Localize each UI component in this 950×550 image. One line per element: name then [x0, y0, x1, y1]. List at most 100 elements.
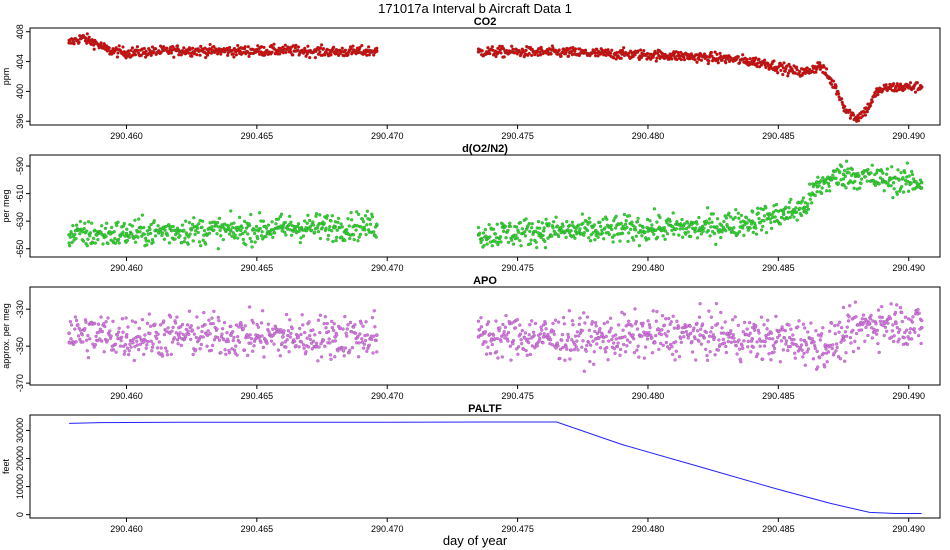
- data-point: [837, 330, 841, 334]
- data-point: [598, 224, 603, 229]
- data-point: [739, 360, 743, 364]
- data-point: [909, 181, 913, 185]
- data-point: [777, 333, 782, 337]
- data-point: [886, 321, 890, 325]
- data-point: [172, 55, 176, 59]
- data-point: [722, 331, 726, 335]
- data-point: [885, 329, 889, 333]
- data-point: [688, 324, 692, 328]
- data-point: [772, 346, 777, 351]
- data-point: [717, 228, 722, 232]
- data-point: [848, 335, 853, 340]
- data-point: [607, 232, 611, 237]
- data-point: [201, 335, 205, 339]
- data-point: [754, 226, 758, 230]
- data-point: [93, 343, 98, 347]
- data-point: [231, 231, 235, 235]
- data-point: [709, 315, 714, 319]
- data-point: [619, 221, 623, 226]
- data-point: [768, 217, 772, 221]
- data-point: [343, 346, 348, 350]
- data-point: [239, 228, 243, 233]
- data-point: [256, 44, 260, 48]
- data-point: [127, 349, 131, 353]
- data-point: [634, 319, 638, 324]
- x-tick-label: 290.470: [371, 131, 404, 141]
- data-point: [221, 237, 225, 242]
- data-point: [915, 81, 920, 85]
- data-point: [241, 231, 245, 236]
- data-point: [544, 217, 548, 221]
- data-point: [319, 43, 324, 47]
- data-point: [196, 326, 200, 330]
- data-point: [665, 334, 669, 338]
- data-point: [535, 344, 539, 348]
- data-point: [664, 340, 668, 345]
- data-point: [714, 301, 719, 306]
- data-point: [715, 217, 720, 221]
- data-point: [719, 310, 723, 315]
- data-point: [702, 226, 706, 230]
- data-point: [212, 228, 216, 232]
- data-point: [812, 340, 816, 344]
- data-point: [528, 323, 532, 327]
- data-point: [819, 191, 824, 196]
- data-point: [286, 329, 291, 333]
- data-point: [73, 327, 77, 331]
- data-point: [724, 61, 728, 65]
- x-tick-label: 290.460: [110, 391, 143, 401]
- data-point: [153, 234, 158, 238]
- data-point: [868, 104, 873, 108]
- data-point: [742, 320, 747, 325]
- data-point: [905, 328, 909, 332]
- data-point: [186, 329, 190, 334]
- data-point: [761, 224, 765, 229]
- data-point: [100, 339, 104, 343]
- data-point: [90, 221, 94, 225]
- data-point: [270, 50, 274, 54]
- data-point: [88, 231, 93, 235]
- data-point: [834, 342, 839, 346]
- data-point: [259, 234, 264, 238]
- data-point: [627, 331, 632, 335]
- data-point: [787, 200, 792, 204]
- data-point: [179, 325, 183, 329]
- data-point: [356, 212, 361, 217]
- data-point: [578, 227, 582, 231]
- data-point: [255, 322, 259, 327]
- data-point: [802, 351, 806, 356]
- data-point: [570, 338, 574, 342]
- data-point: [805, 66, 809, 70]
- y-axis-label: per meg: [1, 189, 11, 222]
- data-point: [705, 358, 710, 362]
- data-point: [490, 342, 494, 347]
- data-point: [694, 358, 698, 362]
- data-point: [788, 344, 792, 349]
- data-point: [314, 341, 319, 345]
- x-tick-label: 290.475: [501, 391, 534, 401]
- data-point: [586, 222, 590, 226]
- data-point: [506, 330, 511, 335]
- data-point: [859, 177, 864, 181]
- data-point: [781, 72, 785, 77]
- data-point: [610, 235, 615, 239]
- data-point: [202, 228, 207, 233]
- data-point: [765, 327, 769, 331]
- data-point: [776, 71, 780, 75]
- data-point: [493, 232, 498, 236]
- data-point: [764, 230, 769, 235]
- x-tick-label: 290.470: [371, 391, 404, 401]
- data-point: [217, 216, 222, 221]
- data-point: [650, 351, 655, 355]
- data-point: [78, 328, 83, 332]
- data-point: [121, 230, 125, 234]
- data-point: [165, 233, 170, 238]
- data-point: [120, 335, 124, 339]
- data-point: [181, 332, 185, 337]
- data-point: [478, 231, 482, 235]
- data-point: [556, 344, 560, 348]
- data-point: [758, 344, 762, 348]
- data-point: [249, 239, 254, 244]
- data-point: [316, 359, 320, 363]
- data-point: [913, 90, 918, 94]
